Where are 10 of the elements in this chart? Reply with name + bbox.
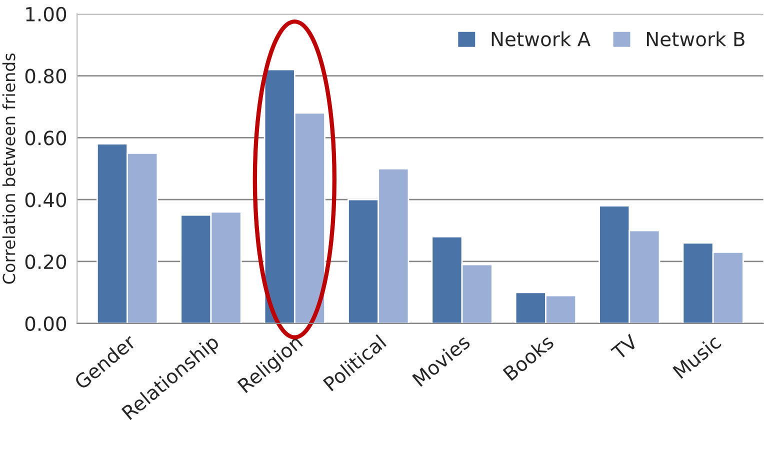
legend-label: Network A [492, 31, 590, 46]
y-tick-label: 0.40 [25, 192, 66, 208]
x-tick-label: TV [610, 334, 639, 361]
y-tick-label: 0.60 [25, 130, 66, 146]
y-tick-label: 0.00 [25, 316, 66, 332]
legend-label: Network B [646, 31, 744, 46]
y-tick-label: 0.80 [25, 68, 66, 84]
y-tick-label: 0.20 [25, 254, 66, 270]
y-axis-title: Correlation between friends [2, 53, 16, 284]
y-tick-label: 1.00 [26, 6, 66, 22]
